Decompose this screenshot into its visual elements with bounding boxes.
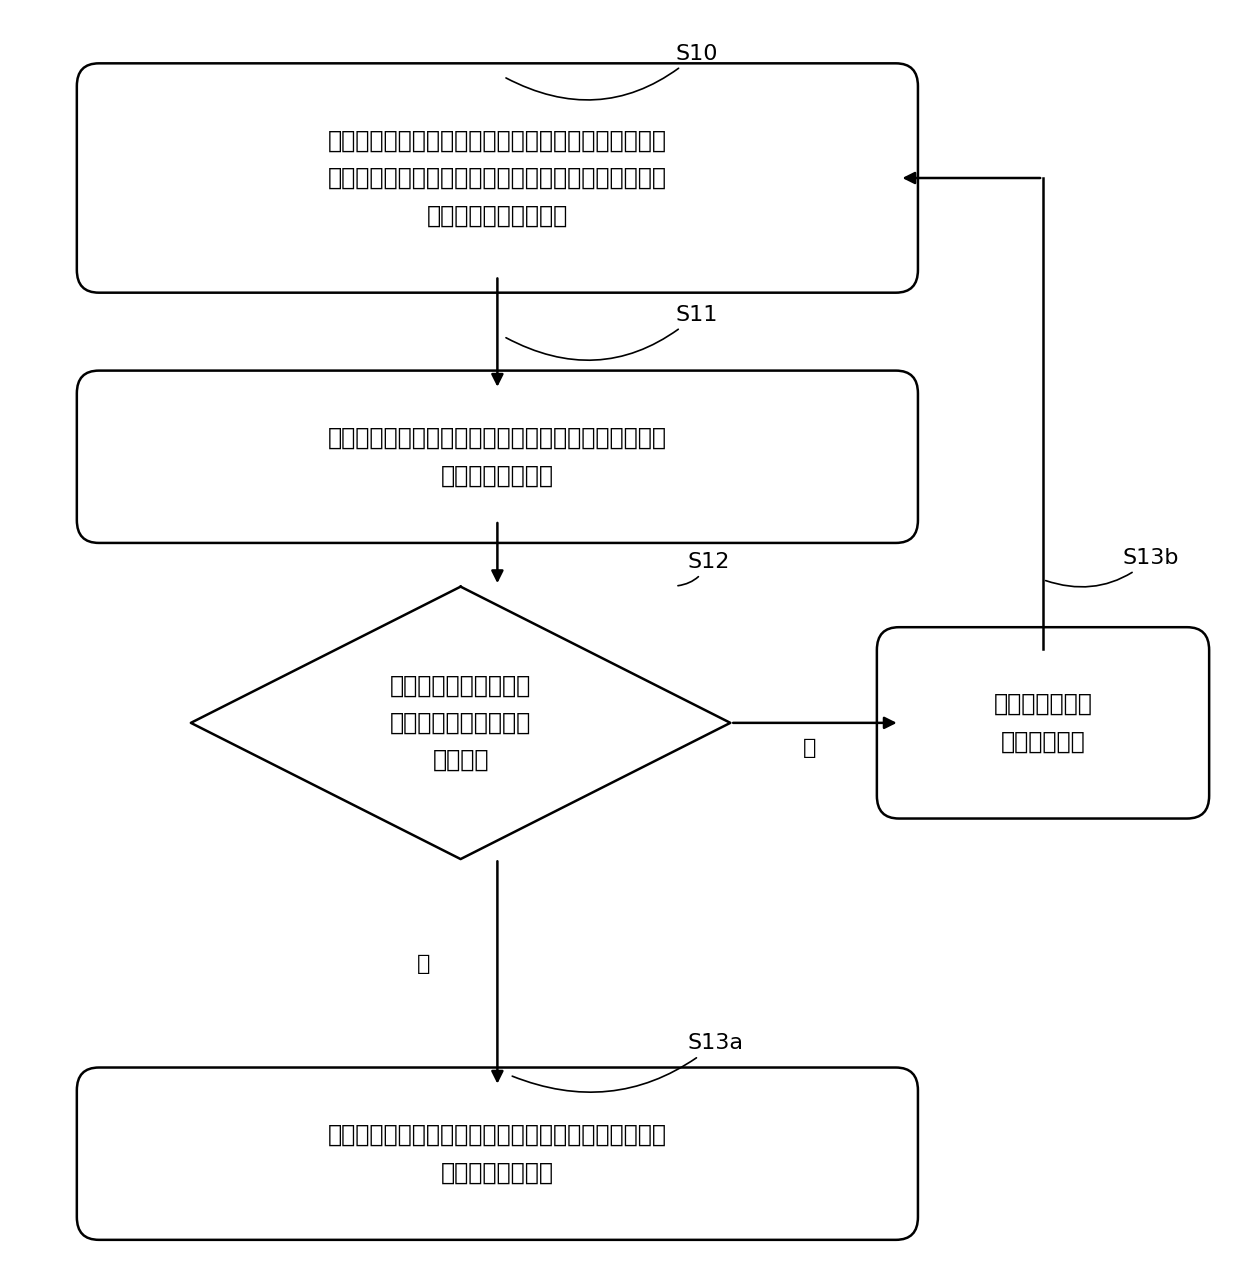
Text: 将当前充电电流减去设定步长后设置为充电模块允许的
最大充电电流值。: 将当前充电电流减去设定步长后设置为充电模块允许的 最大充电电流值。 [327, 1123, 667, 1185]
Text: S13b: S13b [1045, 548, 1179, 587]
Text: S11: S11 [506, 305, 718, 360]
Text: 以设定步长增加
当前充电电流: 以设定步长增加 当前充电电流 [993, 692, 1092, 753]
Text: 否: 否 [804, 738, 817, 758]
FancyBboxPatch shape [77, 370, 918, 543]
Text: 终端在使用充电器对终端的充电模块充电时，获取充电
模块的当前充电电流及当前输入电压，其中，充电电流
以设定步长逐步增加。: 终端在使用充电器对终端的充电模块充电时，获取充电 模块的当前充电电流及当前输入电… [327, 128, 667, 227]
FancyBboxPatch shape [877, 628, 1209, 819]
Text: S13a: S13a [512, 1034, 744, 1093]
FancyBboxPatch shape [77, 63, 918, 292]
Text: S10: S10 [506, 44, 718, 100]
FancyBboxPatch shape [77, 1067, 918, 1240]
Text: 是: 是 [417, 953, 430, 974]
Text: S12: S12 [678, 552, 730, 585]
Text: 利用当前充电电流及当前输入电压，计算得到当前负载
调整率的相关值。: 利用当前充电电流及当前输入电压，计算得到当前负载 调整率的相关值。 [327, 427, 667, 487]
Text: 利用当前负载调整率的
相关值，判断充电器是
否过载。: 利用当前负载调整率的 相关值，判断充电器是 否过载。 [391, 674, 531, 772]
